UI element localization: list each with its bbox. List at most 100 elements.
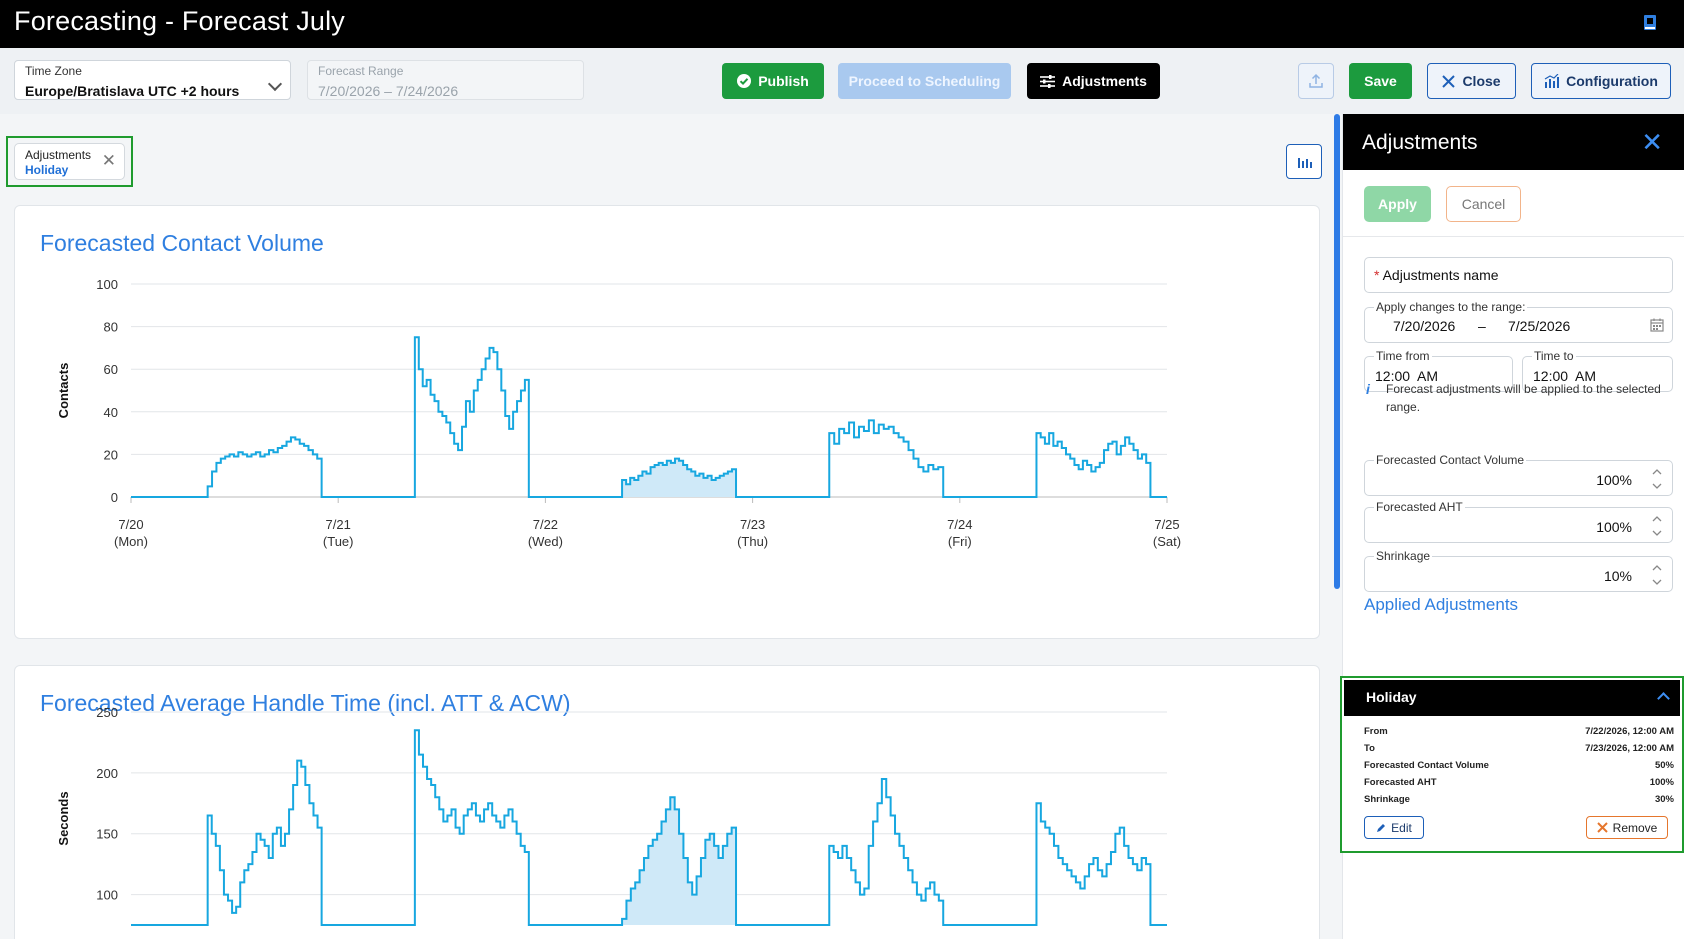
close-icon <box>1442 74 1456 88</box>
applied-adjustment-card: Holiday From 7/22/2026, 12:00 AM To 7/23… <box>1340 676 1684 853</box>
time-to-value: 12:00 AM <box>1533 368 1597 384</box>
range-to[interactable]: 7/25/2026 <box>1508 318 1571 334</box>
chip-highlight-frame <box>6 136 133 187</box>
export-button[interactable] <box>1298 63 1334 99</box>
edit-label: Edit <box>1391 820 1412 835</box>
adjustments-name-placeholder: Adjustments name <box>1382 267 1499 283</box>
contact-volume-title: Forecasted Contact Volume <box>40 230 324 256</box>
proceed-to-scheduling-button[interactable]: Proceed to Scheduling <box>838 63 1011 99</box>
chip-close-icon[interactable]: ✕ <box>101 151 116 170</box>
x-tick-label: 7/23 <box>740 517 765 532</box>
contact-volume-chart: 0 20 40 60 80 100 Contacts 7/20 (Mon) 7/21 (Tue) 7/… <box>56 277 1181 549</box>
applied-adjustment-header[interactable]: Holiday <box>1344 680 1680 716</box>
timezone-value: Europe/Bratislava UTC +2 hours <box>25 83 240 99</box>
chart-view-toggle-button[interactable] <box>1286 144 1322 179</box>
range-from[interactable]: 7/20/2026 <box>1393 318 1456 334</box>
shrinkage-stepper[interactable]: Shrinkage 10% <box>1364 549 1673 592</box>
save-button[interactable]: Save <box>1349 63 1412 99</box>
y-tick-label: 40 <box>104 405 118 420</box>
range-dash: – <box>1478 318 1486 334</box>
y-tick-label: 20 <box>104 447 118 462</box>
applied-row: Shrinkage 30% <box>1364 794 1674 808</box>
toolbar: Time Zone Europe/Bratislava UTC +2 hours… <box>0 48 1684 114</box>
applied-adjustment-name: Holiday <box>1366 689 1417 705</box>
adjusted-area <box>545 458 753 497</box>
applied-row-key: From <box>1364 726 1388 737</box>
contact-volume-stepper[interactable]: Forecasted Contact Volume 100% <box>1364 453 1673 496</box>
adjustment-filter-chip[interactable]: Adjustments Holiday ✕ <box>14 143 125 180</box>
proceed-label: Proceed to Scheduling <box>848 73 1001 89</box>
aht-stepper[interactable]: Forecasted AHT 100% <box>1364 500 1673 543</box>
close-icon <box>1596 822 1608 833</box>
forecast-range-value: 7/20/2026 – 7/24/2026 <box>318 83 459 99</box>
page-title: Forecasting - Forecast July <box>14 6 346 36</box>
y-tick-label: 100 <box>96 277 118 292</box>
x-tick-label: 7/24 <box>947 517 972 532</box>
stepper-arrows-icon[interactable] <box>1652 564 1662 586</box>
applied-row-key: Forecasted Contact Volume <box>1364 760 1489 771</box>
panel-title: Adjustments <box>1362 131 1478 154</box>
configuration-button[interactable]: Configuration <box>1531 63 1671 99</box>
applied-row-key: Forecasted AHT <box>1364 777 1437 788</box>
aht-card: Forecasted Average Handle Time (incl. AT… <box>14 665 1320 939</box>
applied-row: From 7/22/2026, 12:00 AM <box>1364 726 1674 740</box>
forecast-range-label: Forecast Range <box>318 64 404 78</box>
applied-row-value: 7/22/2026, 12:00 AM <box>1585 726 1674 737</box>
apply-button[interactable]: Apply <box>1364 186 1431 222</box>
applied-adjustments-title: Applied Adjustments <box>1364 595 1519 614</box>
date-range-input[interactable]: Apply changes to the range: 7/20/2026 – … <box>1364 300 1673 343</box>
cancel-button[interactable]: Cancel <box>1446 186 1521 222</box>
y-axis-label: Contacts <box>56 363 71 419</box>
chart-config-icon <box>1544 74 1560 88</box>
applied-row: Forecasted Contact Volume 50% <box>1364 760 1674 774</box>
info-text: Forecast adjustments will be applied to … <box>1386 382 1661 414</box>
y-tick-label: 0 <box>111 490 118 505</box>
timezone-select[interactable]: Time Zone Europe/Bratislava UTC +2 hours <box>14 60 291 100</box>
x-tick-sublabel: (Mon) <box>114 534 148 549</box>
shrinkage-label: Shrinkage <box>1374 549 1433 563</box>
applied-row-key: Shrinkage <box>1364 794 1410 805</box>
bar-chart-icon <box>1298 158 1312 168</box>
forecast-range-field: Forecast Range 7/20/2026 – 7/24/2026 <box>307 60 584 100</box>
stepper-arrows-icon[interactable] <box>1652 515 1662 537</box>
publish-label: Publish <box>758 73 809 89</box>
info-note: i Forecast adjustments will be applied t… <box>1364 380 1664 416</box>
adjusted-area <box>545 797 753 925</box>
x-tick-sublabel: (Thu) <box>737 534 768 549</box>
remove-button[interactable]: Remove <box>1586 816 1668 839</box>
time-to-label: Time to <box>1532 349 1576 363</box>
contact-volume-value: 100% <box>1596 472 1632 488</box>
adjustments-name-input[interactable]: * Adjustments name <box>1364 257 1673 293</box>
chip-value: Holiday <box>25 163 69 177</box>
x-tick-label: 7/22 <box>533 517 558 532</box>
y-tick-label: 80 <box>104 320 118 335</box>
y-tick-label: 60 <box>104 362 118 377</box>
pencil-icon <box>1377 823 1386 832</box>
aht-value: 100% <box>1596 519 1632 535</box>
publish-button[interactable]: Publish <box>722 63 824 99</box>
chevron-up-icon[interactable] <box>1657 692 1670 705</box>
x-tick-sublabel: (Wed) <box>528 534 563 549</box>
panel-close-icon[interactable]: ✕ <box>1641 127 1663 157</box>
adjustments-button[interactable]: Adjustments <box>1027 63 1160 99</box>
applied-row: Forecasted AHT 100% <box>1364 777 1674 791</box>
chip-title: Adjustments <box>25 148 92 162</box>
x-tick-label: 7/25 <box>1154 517 1179 532</box>
calendar-icon[interactable] <box>1650 318 1664 332</box>
aht-label: Forecasted AHT <box>1374 500 1465 514</box>
close-button[interactable]: Close <box>1427 63 1516 99</box>
sliders-icon <box>1040 74 1056 88</box>
time-to-input[interactable]: Time to 12:00 AM <box>1522 349 1673 392</box>
time-from-input[interactable]: Time from 12:00 AM <box>1364 349 1513 392</box>
applied-row: To 7/23/2026, 12:00 AM <box>1364 743 1674 757</box>
book-icon[interactable] <box>1642 14 1658 32</box>
applied-row-key: To <box>1364 743 1375 754</box>
check-circle-icon <box>737 74 752 88</box>
contact-volume-card: Forecasted Contact Volume 0 20 40 60 80 100 Co… <box>14 205 1320 639</box>
time-from-value: 12:00 AM <box>1375 368 1439 384</box>
date-range-label: Apply changes to the range: <box>1374 300 1528 314</box>
series-line <box>131 729 1167 926</box>
edit-button[interactable]: Edit <box>1364 816 1424 839</box>
stepper-arrows-icon[interactable] <box>1652 468 1662 490</box>
main-scrollbar[interactable] <box>1334 114 1340 589</box>
